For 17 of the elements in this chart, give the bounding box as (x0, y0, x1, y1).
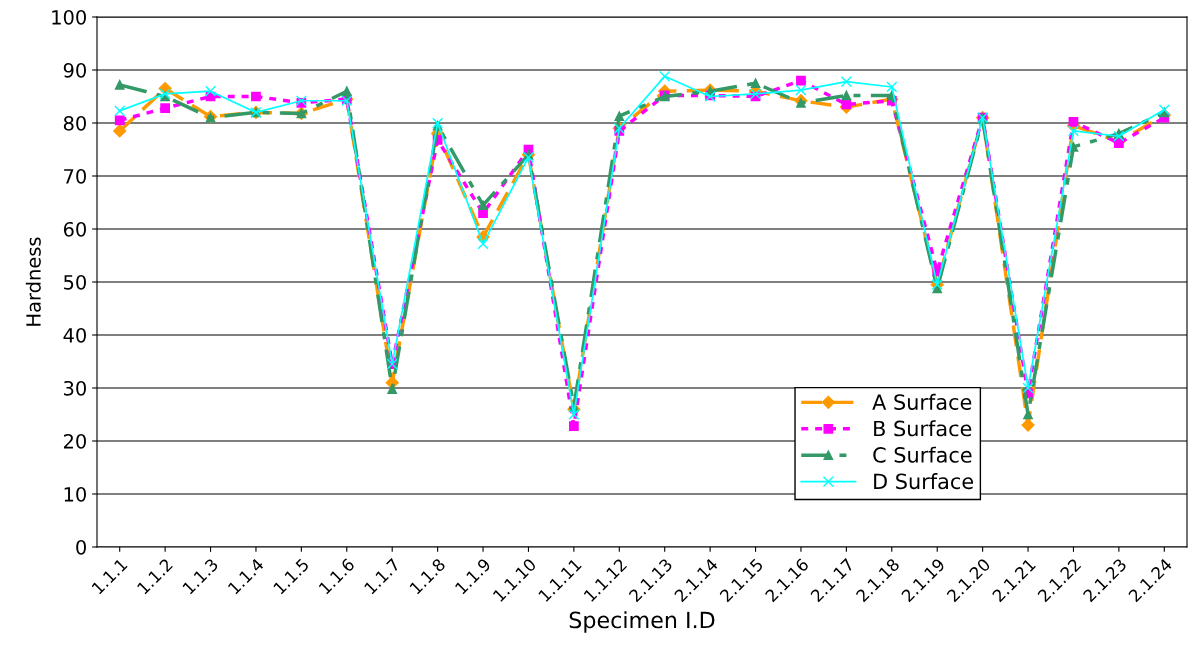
y-axis-title: Hardness (25, 237, 41, 326)
y-tick-label: 20 (63, 433, 86, 449)
y-tick-label: 0 (76, 539, 86, 555)
y-tick-label: 100 (52, 9, 86, 25)
x-axis-title: Specimen I.D (569, 611, 715, 633)
legend-label: A Surface (872, 393, 972, 410)
y-tick-label: 40 (63, 327, 86, 343)
y-tick-label: 80 (63, 115, 86, 131)
legend-label: D Surface (874, 473, 974, 490)
legend-label: B Surface (874, 420, 972, 437)
y-tick-label: 50 (64, 274, 86, 290)
y-tick-label: 90 (63, 62, 86, 78)
y-tick-label: 60 (63, 221, 86, 237)
y-tick-label: 70 (64, 168, 86, 184)
y-tick-label: 30 (64, 380, 86, 396)
legend-label: C Surface (873, 446, 972, 463)
y-tick-label: 10 (64, 486, 86, 502)
